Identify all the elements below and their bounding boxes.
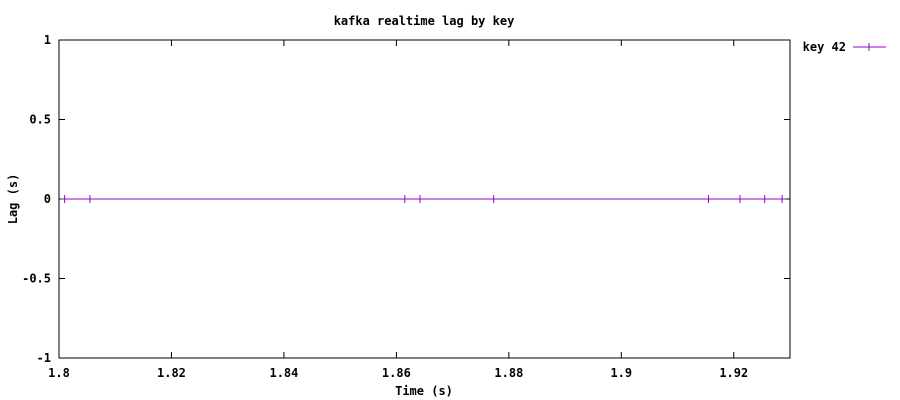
y-tick-label: 0 <box>44 192 51 206</box>
y-tick-label: -1 <box>37 351 51 365</box>
data-point <box>735 195 744 203</box>
x-tick-label: 1.92 <box>719 366 748 380</box>
x-tick-label: 1.82 <box>157 366 186 380</box>
y-tick-label: 1 <box>44 33 51 47</box>
x-tick-label: 1.84 <box>269 366 298 380</box>
y-tick-label: 0.5 <box>29 113 51 127</box>
data-point <box>60 195 69 203</box>
legend-label: key 42 <box>803 40 846 54</box>
legend-swatch-marker <box>865 43 873 51</box>
y-axis-label: Lag (s) <box>6 174 20 225</box>
x-axis-label: Time (s) <box>395 384 453 398</box>
data-point <box>489 195 498 203</box>
x-tick-label: 1.9 <box>610 366 632 380</box>
series-layer <box>60 195 787 203</box>
data-point <box>416 195 425 203</box>
chart-title: kafka realtime lag by key <box>334 14 515 28</box>
x-tick-label: 1.8 <box>48 366 70 380</box>
x-tick-label: 1.88 <box>494 366 523 380</box>
data-point <box>704 195 713 203</box>
data-point <box>778 195 787 203</box>
data-point <box>400 195 409 203</box>
axis-ticks: 1.8 1.82 1.84 1.86 1.88 1.9 1.92 1 0.5 0 -0.5 -1 <box>22 33 790 380</box>
y-tick-label: -0.5 <box>22 272 51 286</box>
x-tick-label: 1.86 <box>382 366 411 380</box>
data-point <box>85 195 94 203</box>
data-point <box>760 195 769 203</box>
legend: key 42 <box>803 40 886 54</box>
